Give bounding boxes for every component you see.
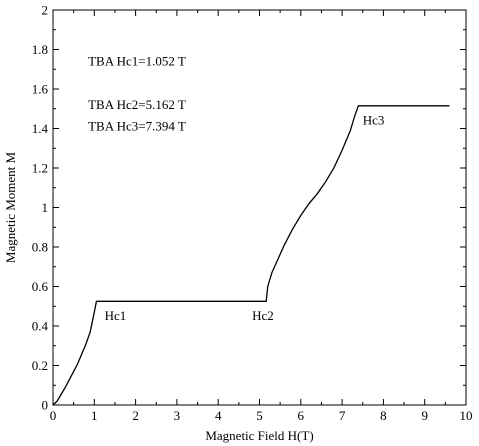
axis-ticks xyxy=(52,9,467,406)
axis-tick-labels: 0 1 2 3 4 5 6 7 8 9 10 0 0.2 0.4 0.6 0.8 1 1.2 1.4 1.6 1.8 2 xyxy=(32,3,473,424)
x-axis-label: Magnetic Field H(T) xyxy=(205,428,313,443)
x-tick-label: 9 xyxy=(421,408,428,423)
y-tick-label: 0.2 xyxy=(32,358,48,373)
y-tick-label: 0 xyxy=(42,398,49,413)
x-tick-label: 5 xyxy=(256,408,263,423)
y-tick-label: 1.6 xyxy=(32,82,49,97)
annotation-label: Hc1 xyxy=(105,308,127,323)
magnetization-curve xyxy=(52,105,450,406)
y-tick-label: 1.4 xyxy=(32,121,49,136)
annotations: TBA Hc1=1.052 T TBA Hc2=5.162 T TBA Hc3=7.… xyxy=(88,53,384,323)
annotation-label: TBA Hc3=7.394 T xyxy=(88,118,186,133)
annotation-label: TBA Hc2=5.162 T xyxy=(88,97,186,112)
y-tick-label: 2 xyxy=(42,3,49,18)
x-tick-label: 4 xyxy=(215,408,222,423)
annotation-label: TBA Hc1=1.052 T xyxy=(88,53,186,68)
x-tick-label: 8 xyxy=(380,408,387,423)
x-tick-label: 2 xyxy=(132,408,139,423)
y-axis-label: Magnetic Moment M xyxy=(3,151,18,263)
plot-frame xyxy=(52,9,467,406)
x-tick-label: 3 xyxy=(174,408,181,423)
annotation-label: Hc3 xyxy=(363,113,385,128)
x-tick-label: 6 xyxy=(298,408,305,423)
x-tick-label: 1 xyxy=(91,408,98,423)
y-tick-label: 0.6 xyxy=(32,279,49,294)
x-tick-label: 10 xyxy=(460,408,473,423)
y-tick-label: 1.8 xyxy=(32,42,48,57)
x-tick-label: 7 xyxy=(339,408,346,423)
y-tick-label: 1 xyxy=(42,200,49,215)
y-tick-label: 0.8 xyxy=(32,240,48,255)
y-tick-label: 0.4 xyxy=(32,319,49,334)
y-tick-label: 1.2 xyxy=(32,161,48,176)
x-tick-label: 0 xyxy=(50,408,57,423)
annotation-label: Hc2 xyxy=(252,308,274,323)
